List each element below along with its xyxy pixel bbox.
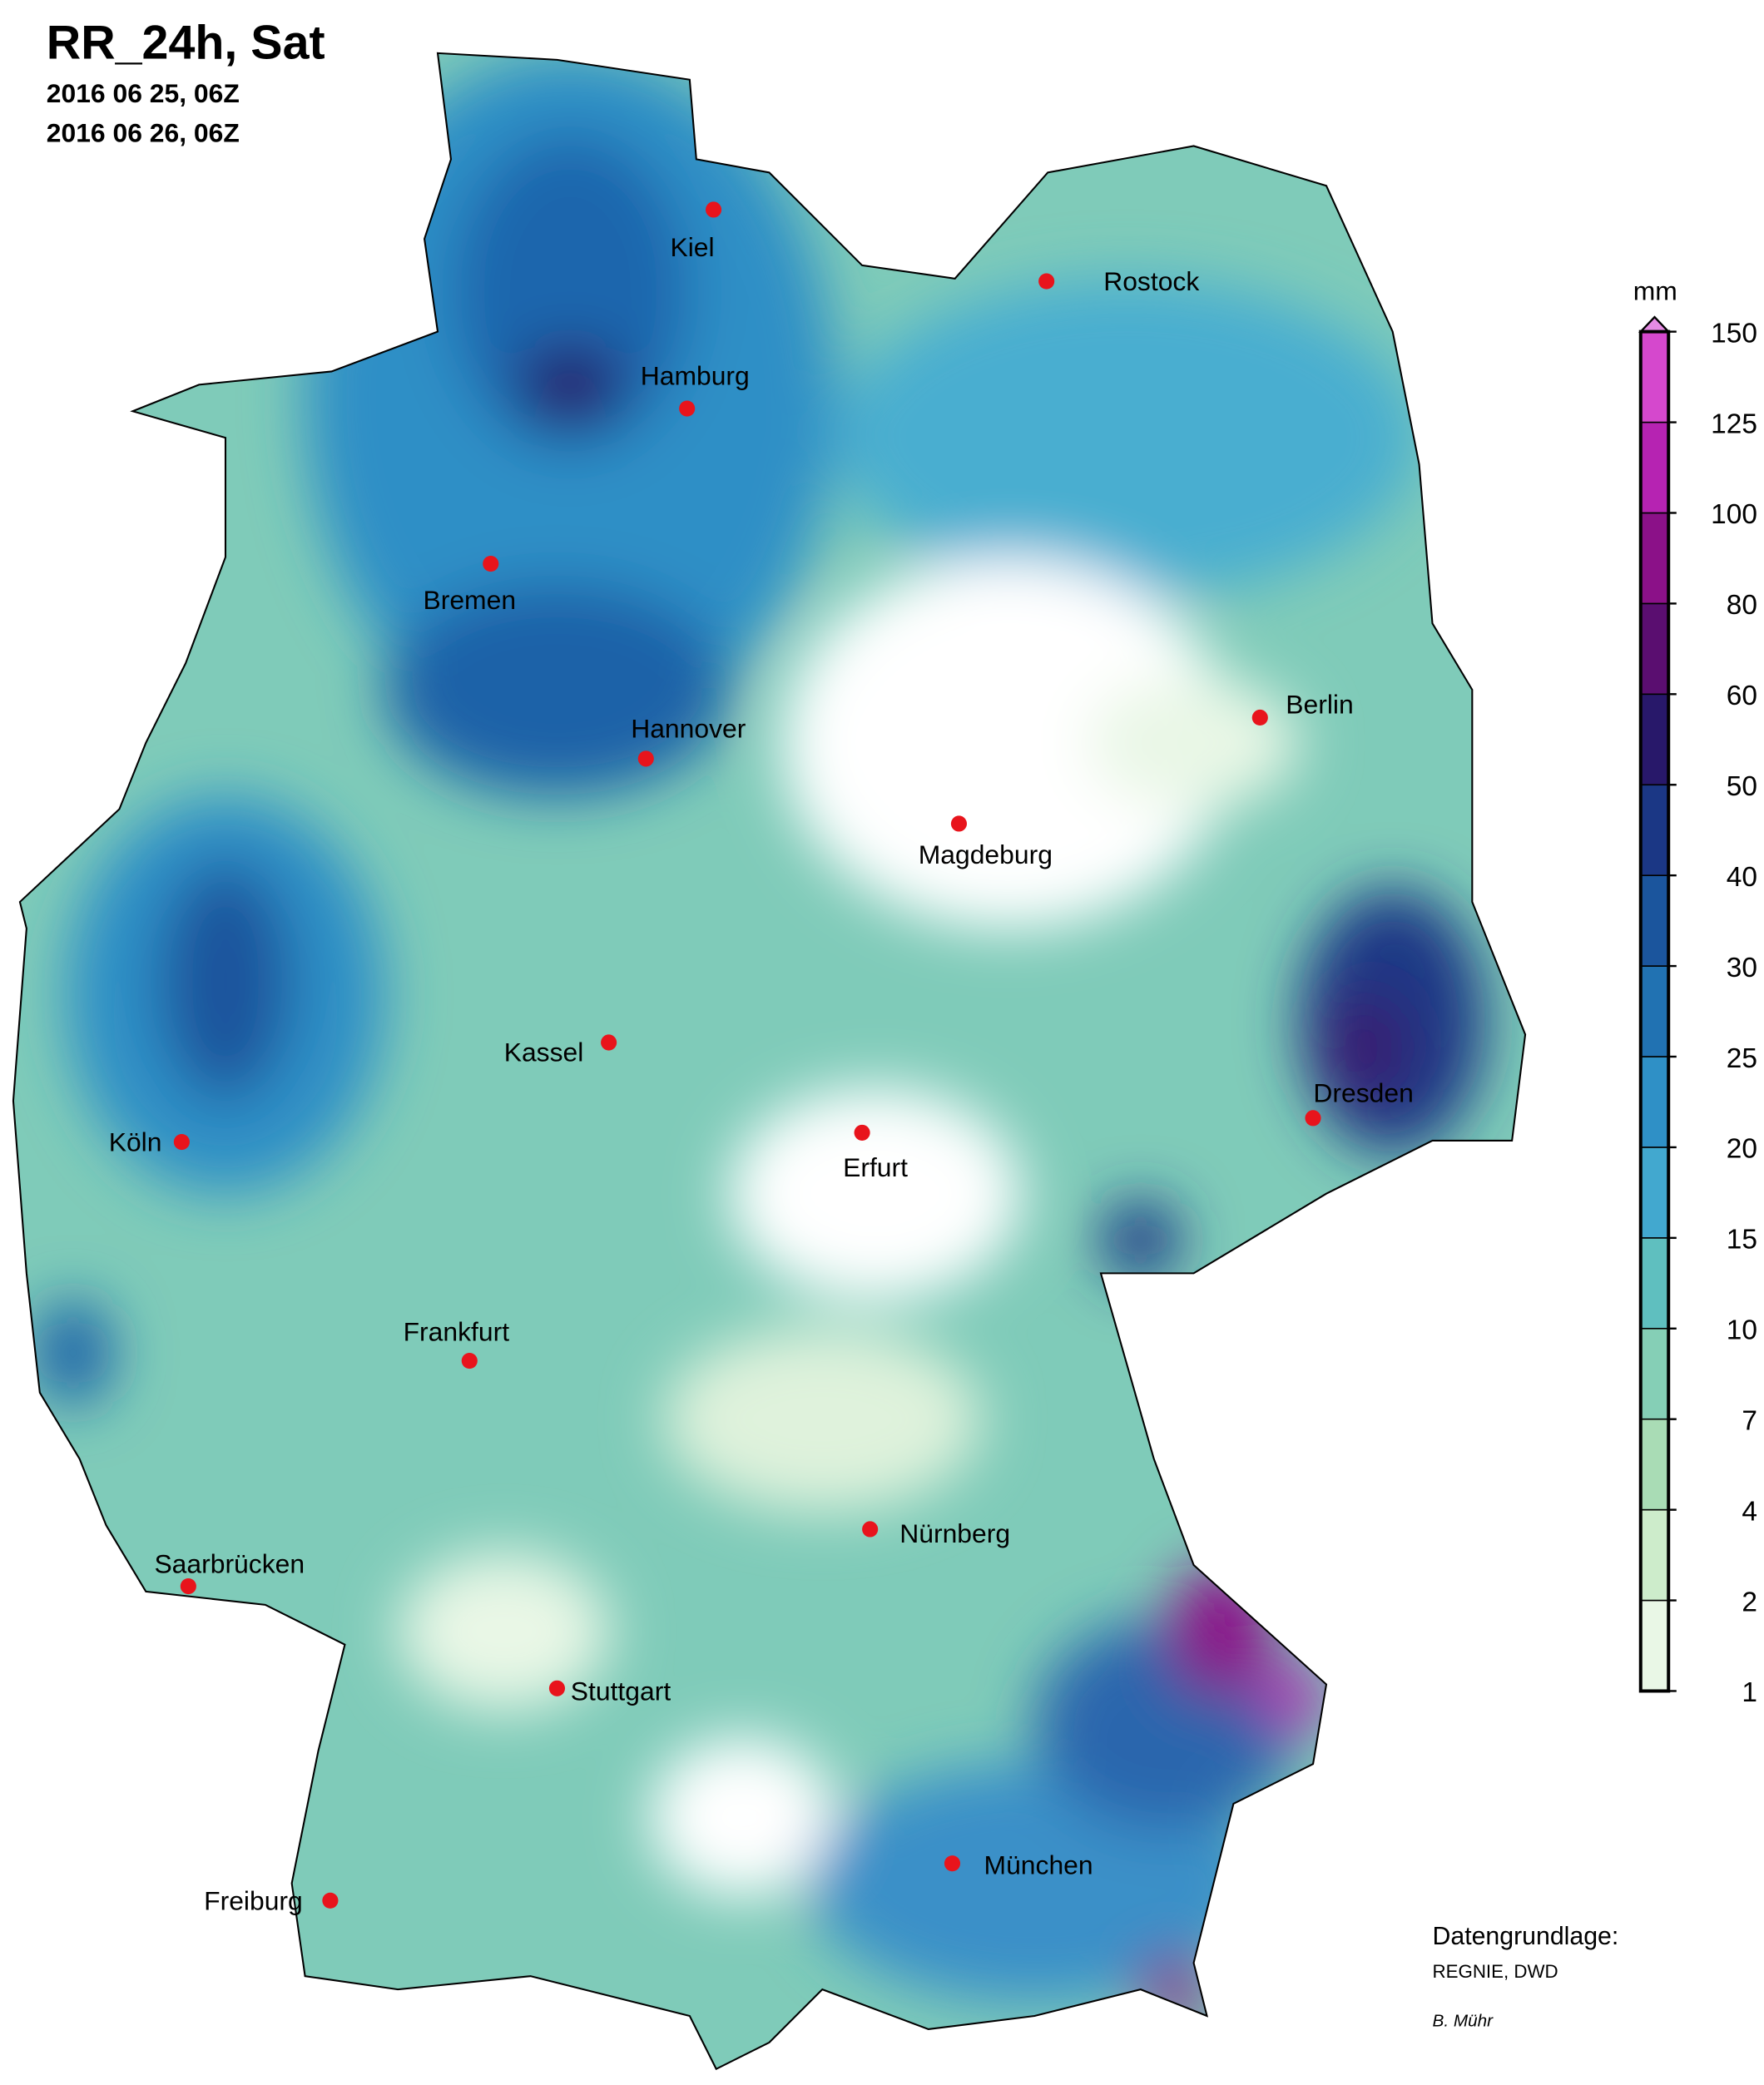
author: B. Mühr (1433, 2012, 1494, 2031)
city-label: Kiel (670, 232, 714, 262)
city-dot (637, 750, 654, 767)
color-box (1639, 421, 1670, 514)
city-dot (1305, 1110, 1321, 1127)
city-label: Hannover (631, 713, 746, 743)
color-box (1639, 874, 1670, 967)
tick-label: 60 (1727, 681, 1757, 711)
color-box (1639, 784, 1670, 876)
city-dot (601, 1034, 617, 1051)
city-label: Berlin (1286, 690, 1353, 720)
tick-label: 40 (1727, 862, 1757, 893)
city-dot (461, 1352, 478, 1369)
tick-label: 20 (1727, 1134, 1757, 1165)
color-box (1639, 602, 1670, 696)
city-label: Frankfurt (404, 1317, 510, 1347)
source: REGNIE, DWD (1433, 1961, 1558, 1982)
city-dot (548, 1680, 566, 1696)
city-dot (483, 556, 499, 572)
city-dot (706, 201, 722, 218)
city-dot (854, 1124, 870, 1141)
city-label: Nürnberg (899, 1518, 1010, 1548)
tick-label: 30 (1727, 953, 1757, 983)
color-box (1639, 965, 1670, 1057)
city-label: Magdeburg (919, 839, 1053, 869)
tick-label: 125 (1711, 409, 1757, 439)
tick-label: 80 (1727, 590, 1757, 621)
colorbar-frame (1638, 329, 1671, 1693)
precipitation-field (12, 52, 1526, 2069)
tick-label: 1 (1742, 1677, 1757, 1708)
city-label: Hamburg (641, 360, 750, 390)
city-label: München (984, 1850, 1093, 1879)
start-date: 2016 06 25, 06Z (47, 78, 240, 108)
city-dot (862, 1521, 879, 1538)
city-label: Kassel (504, 1037, 584, 1067)
city-dot (173, 1133, 190, 1151)
city-label: Erfurt (843, 1152, 908, 1182)
tick-label: 4 (1742, 1496, 1757, 1527)
city-label: Saarbrücken (154, 1549, 305, 1579)
city-dot (944, 1855, 961, 1872)
source-label: Datengrundlage: (1433, 1923, 1619, 1950)
city-dot (322, 1892, 339, 1909)
city-dot (950, 815, 968, 832)
color-box (1639, 693, 1670, 786)
color-box (1639, 1147, 1670, 1239)
color-box (1639, 1599, 1670, 1692)
color-box (1639, 1327, 1670, 1420)
tick-label: 2 (1742, 1587, 1757, 1617)
color-box (1639, 512, 1670, 605)
end-date: 2016 06 26, 06Z (47, 118, 240, 148)
city-label: Freiburg (204, 1885, 303, 1915)
tick-label: 7 (1742, 1405, 1757, 1436)
color-box (1639, 1508, 1670, 1602)
city-dot (679, 400, 696, 417)
color-box (1639, 1056, 1670, 1148)
city-label: Dresden (1313, 1078, 1413, 1108)
overflow-triangle (1638, 315, 1672, 333)
city-dot (1038, 273, 1055, 290)
city-label: Köln (109, 1127, 162, 1157)
city-dot (180, 1577, 196, 1595)
color-box (1639, 330, 1670, 423)
city-label: Rostock (1103, 266, 1199, 296)
color-box (1639, 1418, 1670, 1511)
tick-label: 50 (1727, 771, 1757, 802)
city-dot (1251, 709, 1268, 726)
tick-label: 10 (1727, 1315, 1757, 1346)
tick-label: 150 (1711, 318, 1757, 349)
tick-label: 25 (1727, 1043, 1757, 1074)
title: RR_24h, Sat (47, 16, 325, 69)
city-label: Stuttgart (571, 1676, 671, 1706)
tick-label: 100 (1711, 499, 1757, 530)
city-label: Bremen (423, 585, 516, 615)
legend-unit: mm (1633, 275, 1677, 305)
tick-label: 15 (1727, 1225, 1757, 1255)
color-box (1639, 1237, 1670, 1330)
